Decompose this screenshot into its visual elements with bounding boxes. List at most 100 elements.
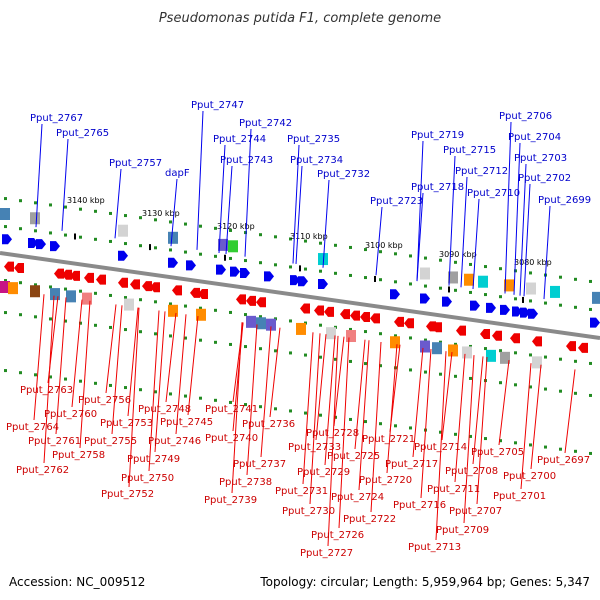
gene-label[interactable]: Pput_2752 xyxy=(101,489,154,500)
leader-line xyxy=(148,310,160,472)
gene-label[interactable]: Pput_2700 xyxy=(503,471,556,482)
leader-line xyxy=(309,333,321,505)
gene-label[interactable]: Pput_2746 xyxy=(148,436,201,447)
gene-label[interactable]: Pput_2725 xyxy=(327,451,380,462)
gene-label[interactable]: Pput_2760 xyxy=(44,409,97,420)
track-dot xyxy=(64,287,67,291)
track-dot xyxy=(529,353,532,357)
track-dot xyxy=(244,231,247,235)
gene-label[interactable]: Pput_2731 xyxy=(275,486,328,497)
gene-label[interactable]: Pput_2709 xyxy=(436,525,489,536)
track-dot xyxy=(94,381,97,385)
gene-label[interactable]: Pput_2722 xyxy=(343,514,396,525)
gene-label[interactable]: Pput_2744 xyxy=(213,134,266,145)
reverse-gene-arrow xyxy=(198,289,208,300)
gene-label[interactable]: Pput_2702 xyxy=(518,173,571,184)
track-dot xyxy=(409,336,412,340)
gene-label[interactable]: Pput_2719 xyxy=(411,130,464,141)
gene-label[interactable]: Pput_2721 xyxy=(362,434,415,445)
gene-label[interactable]: Pput_2767 xyxy=(30,113,83,124)
map-title: Pseudomonas putida F1, complete genome xyxy=(159,11,441,26)
gene-label[interactable]: Pput_2728 xyxy=(306,428,359,439)
forward-gene-arrow xyxy=(28,237,38,248)
gene-label[interactable]: Pput_2730 xyxy=(282,506,335,517)
gene-label[interactable]: Pput_2726 xyxy=(311,530,364,541)
gene-label[interactable]: Pput_2739 xyxy=(204,495,257,506)
gene-label[interactable]: Pput_2743 xyxy=(220,155,273,166)
gene-label[interactable]: Pput_2758 xyxy=(52,450,105,461)
gene-label[interactable]: Pput_2708 xyxy=(445,466,498,477)
reverse-gene-arrow xyxy=(142,281,152,292)
gene-label[interactable]: Pput_2742 xyxy=(239,118,292,129)
leader-line xyxy=(61,138,69,231)
gene-label[interactable]: Pput_2756 xyxy=(78,395,131,406)
gene-label[interactable]: Pput_2717 xyxy=(385,459,438,470)
gene-label[interactable]: Pput_2704 xyxy=(508,132,561,143)
gene-label[interactable]: Pput_2701 xyxy=(493,491,546,502)
gene-label[interactable]: Pput_2732 xyxy=(317,169,370,180)
gene-label[interactable]: Pput_2747 xyxy=(191,100,244,111)
cog-box xyxy=(124,298,134,311)
gene-label[interactable]: Pput_2750 xyxy=(121,473,174,484)
gene-label[interactable]: Pput_2757 xyxy=(109,158,162,169)
gene-label[interactable]: Pput_2714 xyxy=(414,442,467,453)
gene-label[interactable]: Pput_2765 xyxy=(56,128,109,139)
track-dot xyxy=(124,296,127,300)
track-dot xyxy=(229,228,232,232)
reverse-gene-arrow xyxy=(532,336,542,347)
gene-label[interactable]: Pput_2723 xyxy=(370,196,423,207)
gene-label[interactable]: Pput_2715 xyxy=(443,145,496,156)
gene-label[interactable]: Pput_2738 xyxy=(219,477,272,488)
gene-label[interactable]: Pput_2712 xyxy=(455,166,508,177)
gene-label[interactable]: Pput_2703 xyxy=(514,153,567,164)
gene-label[interactable]: Pput_2724 xyxy=(331,492,384,503)
gene-label[interactable]: Pput_2716 xyxy=(393,500,446,511)
gene-label[interactable]: Pput_2748 xyxy=(138,404,191,415)
reverse-gene-arrow xyxy=(404,318,414,329)
cog-box xyxy=(246,315,256,328)
gene-label[interactable]: Pput_2762 xyxy=(16,465,69,476)
gene-label[interactable]: Pput_2710 xyxy=(467,188,520,199)
gene-label[interactable]: Pput_2727 xyxy=(300,548,353,559)
gene-label[interactable]: Pput_2706 xyxy=(499,111,552,122)
gene-label[interactable]: dapF xyxy=(165,168,190,179)
gene-label[interactable]: Pput_2705 xyxy=(471,447,524,458)
gene-label[interactable]: Pput_2745 xyxy=(160,417,213,428)
gene-label[interactable]: Pput_2711 xyxy=(427,484,480,495)
track-dot xyxy=(199,338,202,342)
gene-label[interactable]: Pput_2761 xyxy=(28,436,81,447)
gene-label[interactable]: Pput_2707 xyxy=(449,506,502,517)
track-dot xyxy=(19,313,22,317)
track-dot xyxy=(169,220,172,224)
gene-label[interactable]: Pput_2718 xyxy=(411,182,464,193)
gene-label[interactable]: Pput_2737 xyxy=(233,459,286,470)
gene-label[interactable]: Pput_2713 xyxy=(408,542,461,553)
gene-label[interactable]: Pput_2735 xyxy=(287,134,340,145)
leader-line xyxy=(302,332,314,485)
gene-label[interactable]: Pput_2697 xyxy=(537,455,590,466)
gene-label[interactable]: Pput_2736 xyxy=(242,419,295,430)
gene-label[interactable]: Pput_2755 xyxy=(84,436,137,447)
gene-label[interactable]: Pput_2740 xyxy=(205,433,258,444)
gene-label[interactable]: Pput_2720 xyxy=(359,475,412,486)
gene-label[interactable]: Pput_2749 xyxy=(127,454,180,465)
gene-label[interactable]: Pput_2741 xyxy=(205,404,258,415)
track-dot xyxy=(334,243,337,247)
track-dot xyxy=(574,277,577,281)
leader-line xyxy=(79,300,91,449)
cog-box xyxy=(390,336,400,349)
gene-label[interactable]: Pput_2763 xyxy=(20,385,73,396)
forward-gene-arrow xyxy=(186,260,196,271)
track-dot xyxy=(154,390,157,394)
gene-label[interactable]: Pput_2699 xyxy=(538,195,591,206)
gene-label[interactable]: Pput_2753 xyxy=(100,418,153,429)
gene-label[interactable]: Pput_2733 xyxy=(288,442,341,453)
gene-label[interactable]: Pput_2734 xyxy=(290,155,343,166)
reverse-gene-arrow xyxy=(246,295,256,306)
gene-label[interactable]: Pput_2729 xyxy=(297,467,350,478)
track-dot xyxy=(229,400,232,404)
track-dot xyxy=(244,259,247,263)
gene-label[interactable]: Pput_2764 xyxy=(6,422,59,433)
track-dot xyxy=(529,299,532,303)
track-dot xyxy=(79,289,82,293)
